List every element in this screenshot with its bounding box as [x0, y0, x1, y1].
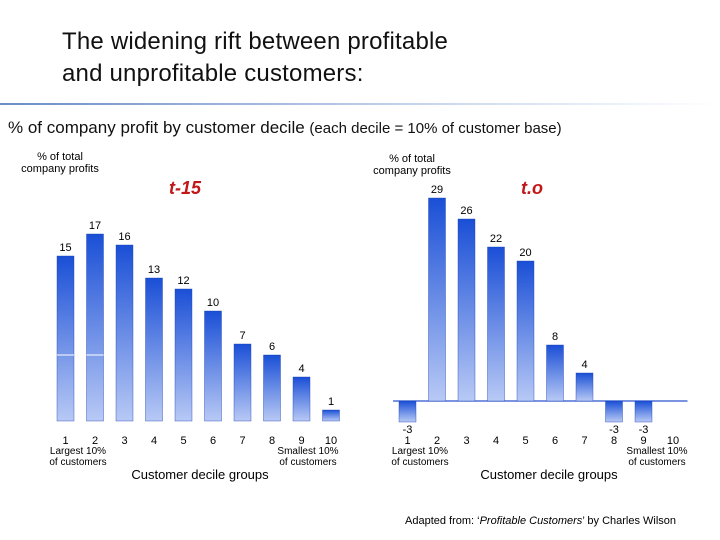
bar-decile-5: [174, 288, 193, 422]
tick-label-3: 3: [463, 435, 469, 447]
bar-decile-9: [634, 400, 653, 423]
page-title: The widening rift between profitable and…: [62, 26, 448, 90]
tick-label-8: 8: [611, 435, 617, 447]
subtitle-main: % of company profit by customer decile: [8, 118, 305, 137]
tick-label-8: 8: [269, 435, 275, 447]
data-label-decile-3: 26: [460, 205, 472, 217]
tick-label-4: 4: [151, 435, 157, 447]
tick-label-6: 6: [210, 435, 216, 447]
data-label-decile-5: 20: [519, 247, 531, 259]
title-divider: [0, 103, 720, 105]
category-note-10: Smallest 10% of customers: [277, 446, 338, 468]
category-note-9: Smallest 10% of customers: [626, 446, 687, 468]
bar-decile-7: [575, 372, 594, 402]
tick-label-3: 3: [121, 435, 127, 447]
data-label-decile-6: 8: [552, 331, 558, 343]
tick-label-2: 2: [92, 435, 98, 447]
data-label-decile-9: -3: [639, 424, 649, 436]
bar-decile-9: [292, 376, 311, 422]
data-label-decile-5: 12: [177, 275, 189, 287]
y-axis-label: % of total company profits: [21, 151, 99, 175]
bar-decile-6: [204, 310, 222, 422]
tick-label-10: 10: [325, 435, 337, 447]
tick-label-5: 5: [522, 435, 528, 447]
chart-t-15: % of total company profitst-1515117216313…: [21, 151, 340, 482]
tick-label-2: 2: [434, 435, 440, 447]
tick-label-10: 10: [667, 435, 679, 447]
bar-decile-3: [457, 218, 476, 402]
bar-decile-5: [516, 260, 535, 402]
bar-decile-1: [56, 255, 75, 422]
data-label-decile-7: 4: [581, 359, 587, 371]
data-label-decile-4: 13: [148, 264, 160, 276]
y-axis-label: % of total company profits: [373, 153, 451, 177]
bar-decile-3: [115, 244, 134, 422]
data-label-decile-2: 17: [89, 220, 101, 232]
tick-label-1: 1: [404, 435, 410, 447]
title-line-1: The widening rift between profitable: [62, 28, 449, 55]
chart-title: t.o: [521, 178, 543, 198]
data-label-decile-2: 29: [431, 184, 443, 196]
data-label-decile-6: 10: [207, 297, 219, 309]
data-label-decile-4: 22: [490, 233, 502, 245]
tick-label-7: 7: [239, 435, 245, 447]
bar-decile-2: [86, 233, 104, 422]
data-label-decile-7: 7: [239, 330, 245, 342]
tick-label-7: 7: [581, 435, 587, 447]
subtitle: % of company profit by customer decile (…: [8, 118, 562, 138]
data-label-decile-8: -3: [609, 424, 619, 436]
subtitle-note: (each decile = 10% of customer base): [309, 120, 562, 137]
data-label-decile-10: 1: [328, 396, 334, 408]
footnote-prefix: Adapted from: ‘: [405, 515, 480, 527]
x-axis-label: Customer decile groups: [131, 467, 269, 482]
bar-decile-8: [605, 400, 623, 423]
data-label-decile-3: 16: [118, 231, 130, 243]
bar-decile-7: [233, 343, 252, 422]
bar-decile-1: [398, 400, 417, 423]
bar-decile-2: [428, 197, 446, 402]
footnote-book: Profitable Customers: [479, 515, 583, 527]
bar-decile-8: [263, 354, 281, 422]
tick-label-4: 4: [493, 435, 499, 447]
chart-t-o: % of total company profitst.o-31292263224…: [373, 153, 688, 482]
data-label-decile-9: 4: [298, 363, 304, 375]
tick-label-5: 5: [180, 435, 186, 447]
x-axis-label: Customer decile groups: [480, 467, 618, 482]
title-line-2: and unprofitable customers:: [62, 60, 364, 87]
tick-label-9: 9: [640, 435, 646, 447]
bar-decile-6: [546, 344, 564, 402]
bar-decile-10: [322, 409, 340, 422]
tick-label-1: 1: [62, 435, 68, 447]
category-note-2: Largest 10% of customers: [391, 446, 448, 468]
category-note-2: Largest 10% of customers: [49, 446, 106, 468]
bar-decile-4: [487, 246, 505, 402]
data-label-decile-8: 6: [269, 341, 275, 353]
tick-label-9: 9: [298, 435, 304, 447]
source-footnote: Adapted from: ‘Profitable Customers’ by …: [405, 515, 676, 527]
bar-decile-4: [145, 277, 163, 422]
chart-title: t-15: [169, 178, 202, 198]
data-label-decile-1: 15: [59, 242, 71, 254]
footnote-suffix: ’ by Charles Wilson: [582, 515, 677, 527]
data-label-decile-1: -3: [403, 424, 413, 436]
tick-label-6: 6: [552, 435, 558, 447]
